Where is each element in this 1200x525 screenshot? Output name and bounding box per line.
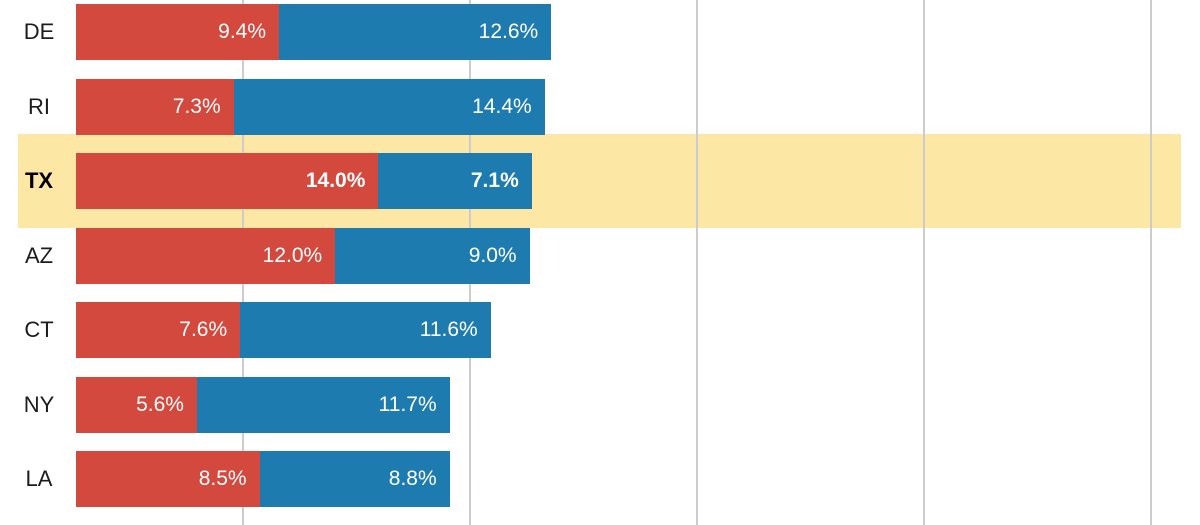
bar-value-label: 8.5% — [198, 467, 247, 490]
bar-segment-red-segment: 7.3% — [76, 78, 234, 135]
category-label: LA — [25, 466, 53, 491]
chart-row-az: AZ 12.0% 9.0% — [0, 227, 1200, 284]
gridline — [923, 0, 925, 525]
category-label: AZ — [24, 242, 54, 268]
chart-row-tx: TX 14.0% 7.1% — [0, 153, 1200, 209]
bar-segment-blue-segment: 9.0% — [335, 227, 530, 284]
chart-row-la: LA 8.5% 8.8% — [0, 451, 1200, 507]
bar-segment-blue-segment: 8.8% — [259, 451, 450, 507]
chart-row-ct: CT 7.6% 11.6% — [0, 302, 1200, 358]
bar-value-label: 12.6% — [478, 20, 539, 43]
bar-value-label: 11.6% — [419, 318, 478, 341]
bar-value-label: 8.8% — [388, 467, 437, 490]
bar-value-label: 9.0% — [468, 243, 517, 267]
chart-row-ri: RI 7.3% 14.4% — [0, 78, 1200, 135]
bar-value-label: 7.3% — [172, 94, 221, 118]
category-label: TX — [24, 168, 54, 193]
bar-value-label: 9.4% — [218, 20, 267, 43]
bar-value-label: 11.7% — [378, 392, 437, 416]
bar-segment-red-segment: 14.0% — [76, 153, 379, 209]
chart-row-ny: NY 5.6% 11.7% — [0, 376, 1200, 433]
gridline — [696, 0, 698, 525]
bar-value-label: 12.0% — [262, 243, 323, 267]
bar-value-label: 7.1% — [470, 169, 519, 192]
bar-segment-blue-segment: 11.6% — [240, 302, 491, 358]
bar-segment-blue-segment: 7.1% — [378, 153, 532, 209]
bar-segment-red-segment: 12.0% — [76, 227, 336, 284]
bar-value-label: 14.0% — [305, 169, 366, 192]
gridline — [1150, 0, 1152, 525]
bar-segment-red-segment: 9.4% — [76, 4, 280, 60]
category-label: NY — [23, 391, 55, 417]
bar-segment-red-segment: 7.6% — [76, 302, 241, 358]
bar-segment-blue-segment: 14.4% — [233, 78, 545, 135]
bar-segment-red-segment: 8.5% — [76, 451, 260, 507]
bar-value-label: 5.6% — [136, 392, 184, 416]
category-label: RI — [28, 93, 50, 119]
category-label: DE — [23, 19, 55, 44]
bar-value-label: 7.6% — [179, 318, 228, 341]
bar-value-label: 14.4% — [472, 94, 532, 118]
bar-segment-blue-segment: 11.7% — [196, 376, 450, 433]
bar-segment-red-segment: 5.6% — [76, 376, 197, 433]
bar-segment-blue-segment: 12.6% — [279, 4, 552, 60]
chart-row-de: DE 9.4% 12.6% — [0, 4, 1200, 60]
category-label: CT — [24, 317, 54, 342]
